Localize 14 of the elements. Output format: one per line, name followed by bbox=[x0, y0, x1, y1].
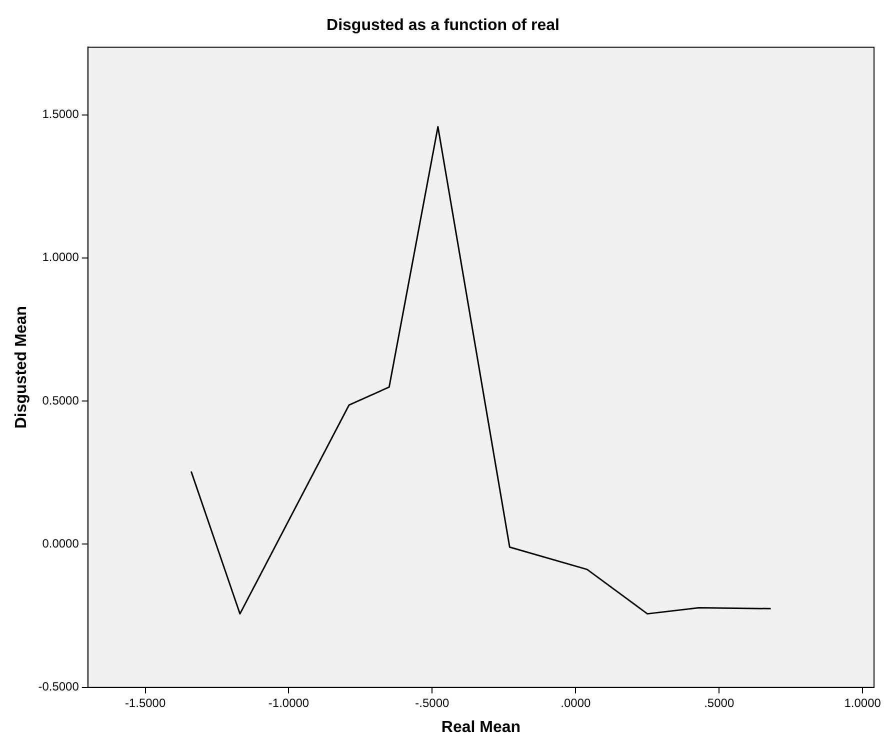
x-tick-label: -1.5000 bbox=[124, 696, 166, 710]
x-tick-label: .5000 bbox=[704, 696, 734, 710]
x-tick-label: -1.0000 bbox=[268, 696, 310, 710]
x-axis-title: Real Mean bbox=[441, 718, 521, 736]
y-tick-label: 0.0000 bbox=[42, 536, 80, 551]
x-tick-label: 1.0000 bbox=[844, 696, 882, 710]
y-tick-label: 0.5000 bbox=[42, 393, 80, 408]
y-tick-label: -0.5000 bbox=[38, 680, 80, 694]
x-tick-label: -.5000 bbox=[415, 696, 450, 710]
chart-title: Disgusted as a function of real bbox=[326, 17, 560, 34]
y-tick-label: 1.5000 bbox=[42, 107, 80, 122]
x-tick-label: .0000 bbox=[560, 696, 591, 710]
y-tick-label: 1.0000 bbox=[42, 250, 80, 264]
y-axis-title: Disgusted Mean bbox=[13, 306, 30, 429]
